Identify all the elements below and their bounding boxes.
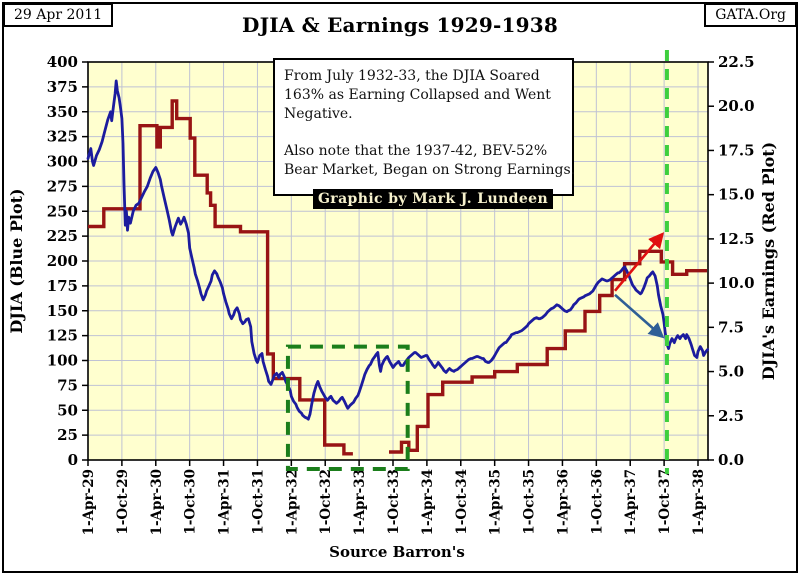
right-axis-label: 22.5 (718, 53, 755, 71)
x-axis-label: 1-Oct-31 (250, 469, 266, 535)
axes: 4003753503253002752502252001751501251007… (47, 53, 755, 535)
red-arrow (613, 232, 665, 292)
x-axis-label: 1-Apr-38 (691, 469, 707, 535)
x-axis-label: 1-Apr-30 (149, 469, 165, 535)
x-axis-label: 1-Oct-30 (183, 469, 199, 535)
x-axis-label: 1-Oct-32 (318, 469, 334, 535)
djia-line (86, 79, 709, 421)
left-axis-label: 225 (47, 227, 78, 245)
left-axis-label: 150 (47, 302, 78, 320)
left-axis-label: 0 (68, 451, 78, 469)
x-axis-label: 1-Oct-29 (115, 469, 131, 535)
data-series (86, 79, 709, 456)
x-axis-label: 1-Apr-35 (488, 469, 504, 535)
annotation-line: Also note that the 1937-42, BEV-52% (284, 143, 548, 159)
left-axis-label: 175 (47, 277, 78, 295)
x-axis-label: 1-Oct-37 (657, 469, 673, 535)
right-axis-label: 17.5 (718, 141, 755, 159)
right-axis-title: DJIA's Earnings (Red Plot) (759, 142, 778, 380)
right-axis-label: 10.0 (718, 274, 755, 292)
left-axis-label: 375 (47, 78, 78, 96)
annotation-line: Negative. (284, 106, 353, 122)
x-axis-label: 1-Oct-34 (454, 469, 470, 535)
credit-bar: Graphic by Mark J. Lundeen (313, 189, 553, 209)
left-axis-label: 100 (47, 352, 78, 370)
brand-stamp: GATA.Org (704, 3, 797, 27)
x-axis-label: 1-Oct-35 (522, 469, 538, 535)
x-axis-label: 1-Apr-29 (81, 469, 97, 535)
right-axis-label: 15.0 (718, 186, 755, 204)
source-label: Source Barron's (329, 543, 465, 561)
x-axis-label: 1-Apr-34 (420, 469, 436, 535)
blue-arrow (614, 293, 665, 339)
annotation-line: From July 1932-33, the DJIA Soared (284, 68, 540, 84)
right-axis-label: 0.0 (718, 451, 744, 469)
left-axis-label: 75 (57, 376, 78, 394)
green-dashed-box (285, 344, 410, 471)
annotation-box: From July 1932-33, the DJIA Soared 163% … (273, 58, 576, 196)
annotation-line: Bear Market, Began on Strong Earnings. (284, 162, 576, 178)
right-axis-label: 12.5 (718, 230, 755, 248)
right-axis-label: 20.0 (718, 97, 755, 115)
left-axis-title: DJIA (Blue Plot) (7, 188, 26, 333)
right-axis-label: 2.5 (718, 407, 744, 425)
left-axis-label: 350 (47, 103, 78, 121)
date-stamp: 29 Apr 2011 (3, 3, 114, 27)
left-axis-label: 25 (57, 426, 78, 444)
x-axis-label: 1-Oct-33 (386, 469, 402, 535)
x-axis-label: 1-Apr-36 (555, 469, 571, 535)
annotation-line: 163% as Earning Collapsed and Went (284, 87, 551, 103)
chart-annotations (285, 50, 669, 474)
left-axis-label: 250 (47, 202, 78, 220)
page-title: DJIA & Earnings 1929-1938 (242, 13, 558, 37)
x-axis-label: 1-Apr-37 (623, 469, 639, 535)
x-axis-label: 1-Oct-36 (589, 469, 605, 535)
annotation-line (284, 124, 572, 142)
left-axis-label: 50 (57, 401, 78, 419)
left-axis-label: 400 (47, 53, 78, 71)
left-axis-label: 325 (47, 128, 78, 146)
x-axis-label: 1-Apr-31 (217, 469, 233, 535)
earnings-line (88, 99, 707, 456)
right-axis-label: 5.0 (718, 363, 744, 381)
x-axis-label: 1-Apr-32 (284, 469, 300, 535)
left-axis-label: 125 (47, 327, 78, 345)
x-axis-label: 1-Apr-33 (352, 469, 368, 535)
left-axis-label: 200 (47, 252, 78, 270)
left-axis-label: 275 (47, 177, 78, 195)
right-axis-label: 7.5 (718, 318, 744, 336)
left-axis-label: 300 (47, 153, 78, 171)
